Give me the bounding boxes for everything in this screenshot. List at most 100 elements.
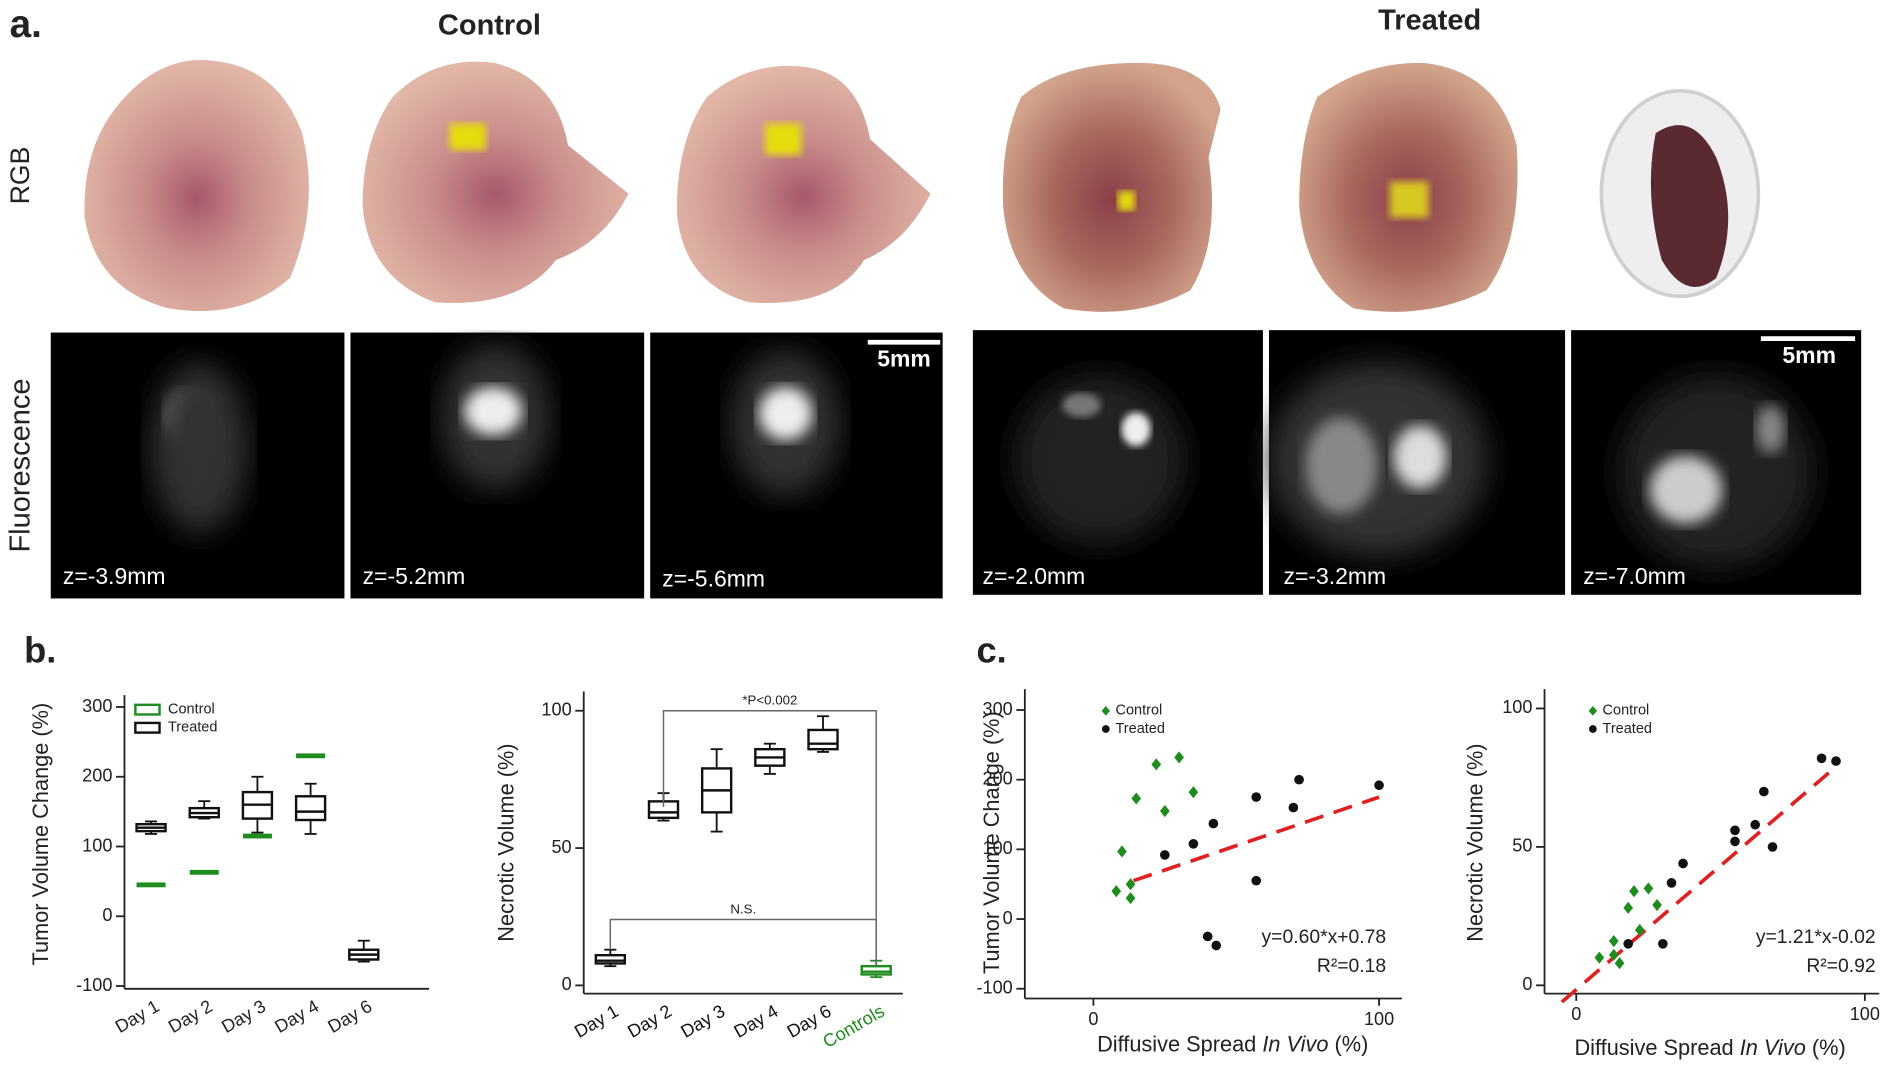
scale-bar-label: 5mm: [1782, 342, 1836, 368]
x-axis-label-part: In Vivo: [1262, 1031, 1328, 1056]
y-tick-label: 50: [551, 837, 571, 857]
point: [1658, 938, 1668, 949]
y-tick-label: 0: [1522, 974, 1532, 994]
depth-label: z=-3.9mm: [63, 563, 166, 589]
depth-label: z=-2.0mm: [983, 563, 1086, 589]
legend-label: Treated: [1603, 721, 1652, 737]
y-tick-label: 100: [541, 700, 571, 720]
row-label: Fluorescence: [4, 378, 36, 552]
point: [1188, 786, 1199, 799]
scale-bar-label: 5mm: [877, 345, 931, 371]
point: [1211, 940, 1222, 951]
box: [807, 728, 839, 751]
y-tick-label: 100: [82, 835, 112, 855]
y-tick-label: 0: [562, 974, 572, 994]
point: [1767, 842, 1778, 852]
y-tick-label: -100: [977, 978, 1013, 998]
x-tick-label: Day 2: [165, 996, 216, 1037]
x-tick-label: Day 4: [271, 996, 322, 1037]
point: [1294, 774, 1304, 785]
x-tick-label: Day 3: [218, 996, 269, 1037]
point: [1288, 802, 1299, 813]
annotation: y=1.21*x-0.02: [1756, 927, 1876, 948]
box: [594, 953, 627, 965]
point: [1652, 899, 1662, 912]
depth-label: z=-7.0mm: [1583, 563, 1686, 589]
fit-line: [1560, 765, 1838, 1004]
point: [1125, 892, 1136, 905]
panel-label: b.: [24, 629, 56, 670]
depth-label: z=-3.2mm: [1283, 563, 1386, 589]
point: [1750, 819, 1761, 830]
y-tick-label: 300: [82, 696, 112, 716]
panel-label: c.: [977, 629, 1007, 670]
legend-label: Control: [168, 701, 215, 717]
box: [242, 833, 272, 839]
significance-bracket: [609, 918, 877, 961]
point: [1816, 753, 1827, 764]
point: [1831, 756, 1841, 766]
annotation: y=0.60*x+0.78: [1262, 927, 1387, 948]
group-title: Treated: [1378, 5, 1481, 37]
x-tick-label: 0: [1571, 1004, 1581, 1024]
point: [1608, 934, 1619, 948]
x-tick-label: Day 2: [624, 1001, 675, 1042]
y-axis-label: Necrotic Volume (%): [493, 743, 518, 941]
y-tick-label: 200: [983, 768, 1013, 788]
x-axis-label-part: (%): [1328, 1031, 1368, 1056]
depth-label: z=-5.6mm: [662, 565, 765, 591]
box: [136, 882, 166, 888]
point: [1251, 875, 1262, 886]
point: [1117, 845, 1127, 858]
box: [189, 869, 219, 875]
y-axis-label: Tumor Volume Change (%): [979, 711, 1004, 974]
point: [1623, 938, 1634, 949]
group-title: Control: [438, 9, 541, 41]
x-tick-label: 0: [1088, 1009, 1098, 1029]
point: [1629, 885, 1639, 898]
legend-label: Treated: [1115, 721, 1164, 737]
x-axis-label-part: Diffusive Spread: [1574, 1035, 1739, 1060]
fluorescence-photos: [50, 330, 1862, 599]
y-tick-label: 0: [1003, 908, 1013, 928]
point: [1759, 786, 1769, 797]
y-tick-label: 100: [983, 838, 1013, 858]
x-axis-label-part: (%): [1806, 1035, 1846, 1060]
x-tick-label: Controls: [819, 1001, 887, 1052]
legend-marker: [1101, 725, 1110, 733]
x-tick-label: Day 1: [112, 996, 163, 1037]
y-axis-label: Necrotic Volume (%): [1463, 743, 1488, 941]
significance-bracket: [662, 710, 877, 967]
point: [1151, 758, 1162, 771]
legend-label: Control: [1115, 703, 1162, 719]
x-tick-label: Day 3: [677, 1001, 728, 1042]
row-label: RGB: [5, 147, 35, 205]
point: [1125, 878, 1136, 891]
point: [1730, 825, 1740, 836]
point: [1608, 948, 1619, 961]
point: [1643, 882, 1654, 895]
box: [296, 753, 326, 759]
point: [1111, 885, 1122, 898]
point: [1666, 878, 1677, 888]
x-axis-label: Diffusive Spread In Vivo (%): [1574, 1035, 1845, 1060]
legend-marker: [1588, 706, 1598, 716]
box: [860, 964, 892, 976]
x-tick-label: 100: [1364, 1009, 1394, 1029]
y-tick-label: 0: [102, 905, 112, 925]
legend-swatch: [134, 703, 161, 716]
annotation: N.S.: [730, 901, 756, 916]
legend-label: Treated: [168, 720, 217, 736]
y-axis-label: Tumor Volume Change (%): [28, 703, 53, 966]
x-tick-label: Day 4: [731, 1001, 782, 1042]
box: [294, 795, 327, 822]
point: [1188, 838, 1199, 849]
point: [1594, 951, 1605, 964]
point: [1623, 901, 1634, 914]
legend-marker: [1588, 725, 1597, 733]
y-tick-label: 300: [983, 699, 1013, 719]
point: [1202, 931, 1213, 942]
depth-label: z=-5.2mm: [363, 563, 466, 589]
point: [1159, 850, 1170, 860]
x-tick-label: Day 1: [571, 1001, 622, 1042]
